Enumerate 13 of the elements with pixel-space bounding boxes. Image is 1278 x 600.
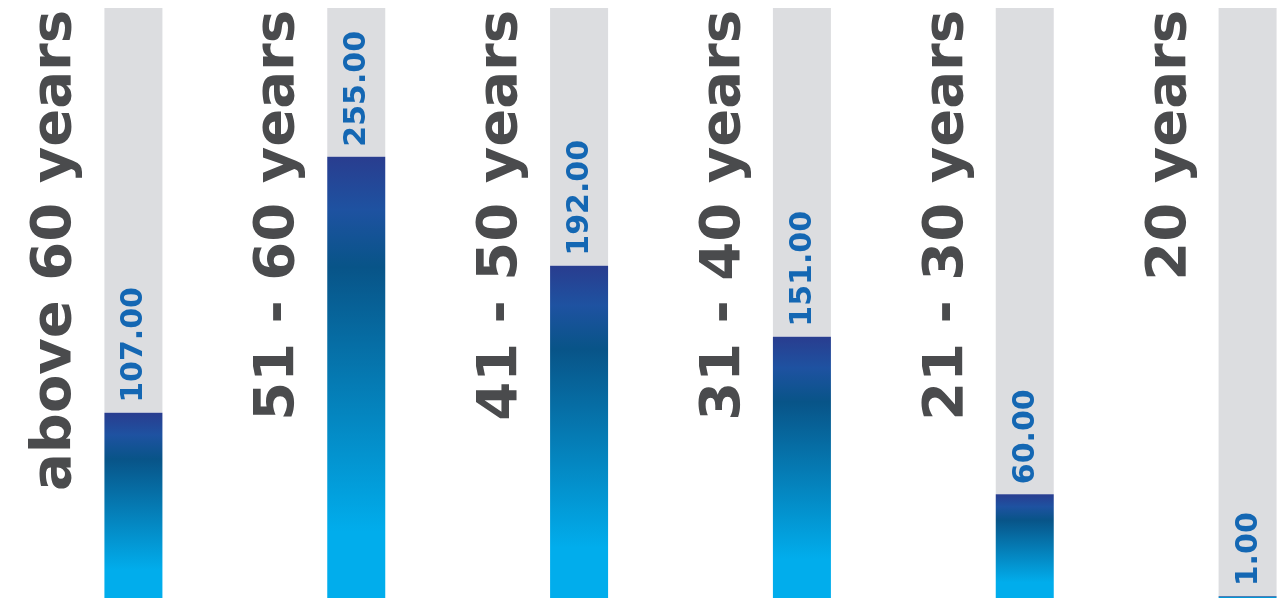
data-label: 255.00 — [337, 30, 373, 147]
x-tick-label: 21 - 30 years — [909, 10, 975, 421]
data-label: 1.00 — [1228, 512, 1264, 587]
bar — [995, 494, 1054, 598]
data-label: 60.00 — [1005, 389, 1041, 485]
data-label: 107.00 — [114, 287, 150, 403]
x-tick-label: 51 - 60 years — [241, 10, 307, 421]
x-tick-label: 20 years — [1132, 10, 1198, 281]
data-label: 151.00 — [782, 210, 818, 327]
x-tick-label: 41 - 50 years — [464, 10, 530, 421]
x-tick-label: above 60 years — [18, 10, 84, 491]
x-tick-label: 31 - 40 years — [686, 10, 752, 421]
data-label: 192.00 — [560, 139, 596, 256]
